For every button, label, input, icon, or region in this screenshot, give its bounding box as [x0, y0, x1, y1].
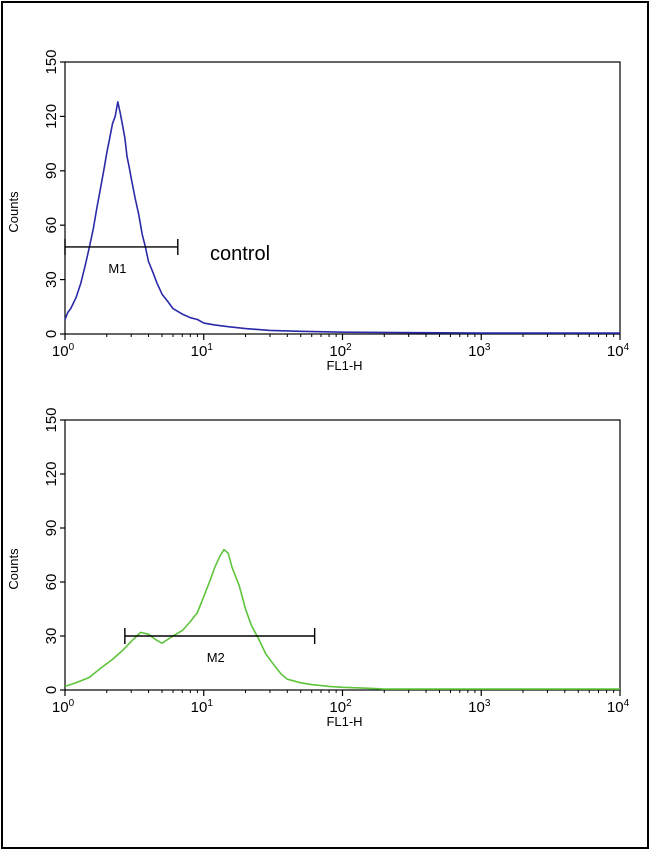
y-tick-label: 0	[43, 686, 60, 694]
y-tick-label: 0	[43, 330, 60, 338]
x-tick-label: 103	[468, 698, 491, 716]
x-axis-title: FL1-H	[326, 358, 362, 373]
x-tick-label: 104	[607, 698, 630, 716]
y-tick-label: 30	[43, 271, 60, 288]
y-tick-label: 30	[43, 628, 60, 645]
y-tick-label: 120	[43, 104, 60, 129]
x-tick-label: 104	[607, 342, 630, 360]
x-tick-label: 100	[52, 698, 75, 716]
gate-label: M2	[207, 650, 225, 665]
histogram-series-line	[64, 101, 620, 334]
y-axis-title: Counts	[6, 191, 21, 233]
annotation-label: control	[210, 243, 270, 265]
plot-area	[64, 61, 621, 335]
y-tick-label: 90	[43, 520, 60, 537]
y-tick-label: 120	[43, 461, 60, 486]
gate-label: M1	[108, 261, 126, 276]
y-tick-label: 150	[43, 407, 60, 432]
y-tick-label: 150	[43, 49, 60, 74]
x-tick-label: 101	[191, 342, 214, 360]
x-tick-label: 102	[329, 342, 352, 360]
x-tick-label: 100	[52, 342, 75, 360]
y-tick-label: 60	[43, 574, 60, 591]
histogram-panel-1: 0 30 60 90 120 150 100 101 102 103 104 FL1-H Counts M…	[6, 49, 630, 373]
y-tick-label: 90	[43, 162, 60, 179]
x-tick-label: 102	[329, 698, 352, 716]
y-axis-title: Counts	[6, 548, 21, 590]
x-axis-title: FL1-H	[326, 714, 362, 729]
plot-area	[64, 419, 621, 691]
histogram-series-line	[64, 548, 620, 690]
y-tick-label: 60	[43, 217, 60, 234]
x-tick-label: 101	[191, 698, 214, 716]
histogram-panel-2: 0 30 60 90 120 150 100 101 102 103 104 FL1-H Counts M…	[6, 407, 630, 729]
x-tick-label: 103	[468, 342, 491, 360]
